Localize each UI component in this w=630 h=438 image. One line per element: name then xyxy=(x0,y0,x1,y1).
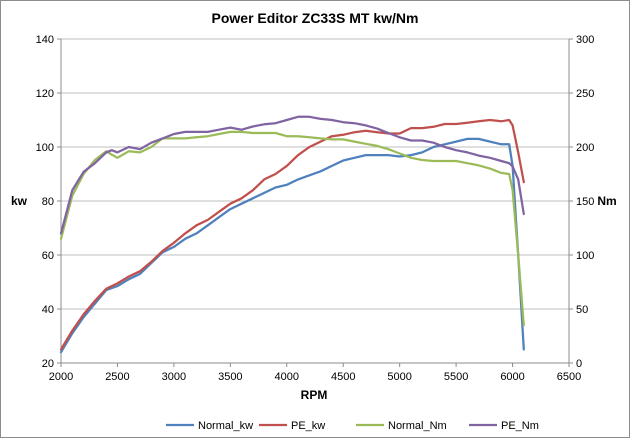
y2-tick-label: 50 xyxy=(576,304,588,316)
y-tick-label: 100 xyxy=(36,142,54,154)
x-tick-label: 2000 xyxy=(49,371,73,383)
legend-label: Normal_Nm xyxy=(388,420,447,432)
x-axis-label: RPM xyxy=(301,388,328,402)
y2-tick-label: 250 xyxy=(576,88,594,100)
legend-label: PE_kw xyxy=(291,420,325,432)
y-tick-label: 120 xyxy=(36,88,54,100)
x-tick-label: 3000 xyxy=(162,371,186,383)
x-tick-label: 4000 xyxy=(275,371,299,383)
x-tick-label: 4500 xyxy=(331,371,355,383)
x-tick-label: 6500 xyxy=(557,371,581,383)
series-line-pe-kw xyxy=(59,118,525,351)
y2-tick-label: 300 xyxy=(576,34,594,46)
x-tick-label: 5500 xyxy=(444,371,468,383)
chart-title: Power Editor ZC33S MT kw/Nm xyxy=(212,10,419,26)
series-line-normal-nm xyxy=(59,130,525,327)
y-tick-label: 80 xyxy=(42,196,54,208)
y-tick-label: 140 xyxy=(36,34,54,46)
x-tick-label: 5000 xyxy=(387,371,411,383)
y2-tick-label: 0 xyxy=(576,358,582,370)
y-tick-label: 40 xyxy=(42,304,54,316)
x-tick-label: 3500 xyxy=(218,371,242,383)
y2-tick-label: 200 xyxy=(576,142,594,154)
y2-tick-label: 150 xyxy=(576,196,594,208)
x-tick-label: 6000 xyxy=(500,371,524,383)
x-tick-label: 2500 xyxy=(105,371,129,383)
y-tick-label: 20 xyxy=(42,358,54,370)
legend-label: Normal_kw xyxy=(198,420,253,432)
series-line-normal-kw xyxy=(59,137,525,354)
y-tick-label: 60 xyxy=(42,250,54,262)
legend-label: PE_Nm xyxy=(501,420,539,432)
y-axis-label: kw xyxy=(11,194,28,208)
y2-tick-label: 100 xyxy=(576,250,594,262)
y2-axis-label: Nm xyxy=(597,194,616,208)
series-line-pe-nm xyxy=(59,115,525,235)
